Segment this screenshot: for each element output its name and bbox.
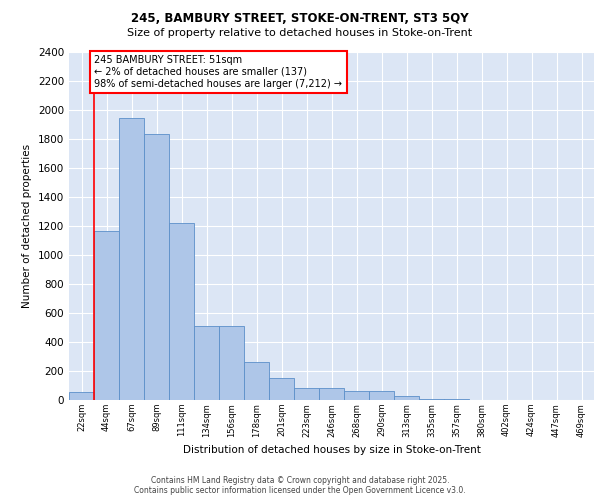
Bar bbox=[344, 390, 369, 400]
Text: 245 BAMBURY STREET: 51sqm
← 2% of detached houses are smaller (137)
98% of semi-: 245 BAMBURY STREET: 51sqm ← 2% of detach… bbox=[95, 56, 343, 88]
Bar bbox=[244, 362, 269, 400]
Bar bbox=[294, 388, 319, 400]
Bar bbox=[419, 398, 444, 400]
Bar bbox=[219, 326, 244, 400]
Y-axis label: Number of detached properties: Number of detached properties bbox=[22, 144, 32, 308]
Bar bbox=[119, 118, 144, 400]
X-axis label: Distribution of detached houses by size in Stoke-on-Trent: Distribution of detached houses by size … bbox=[182, 445, 481, 455]
Bar bbox=[144, 134, 169, 400]
Bar bbox=[194, 326, 219, 400]
Text: Contains HM Land Registry data © Crown copyright and database right 2025.
Contai: Contains HM Land Registry data © Crown c… bbox=[134, 476, 466, 495]
Text: 245, BAMBURY STREET, STOKE-ON-TRENT, ST3 5QY: 245, BAMBURY STREET, STOKE-ON-TRENT, ST3… bbox=[131, 12, 469, 26]
Bar bbox=[69, 392, 94, 400]
Bar bbox=[319, 388, 344, 400]
Bar bbox=[369, 390, 394, 400]
Text: Size of property relative to detached houses in Stoke-on-Trent: Size of property relative to detached ho… bbox=[127, 28, 473, 38]
Bar bbox=[269, 378, 294, 400]
Bar bbox=[394, 396, 419, 400]
Bar bbox=[169, 224, 194, 400]
Bar bbox=[94, 230, 119, 400]
